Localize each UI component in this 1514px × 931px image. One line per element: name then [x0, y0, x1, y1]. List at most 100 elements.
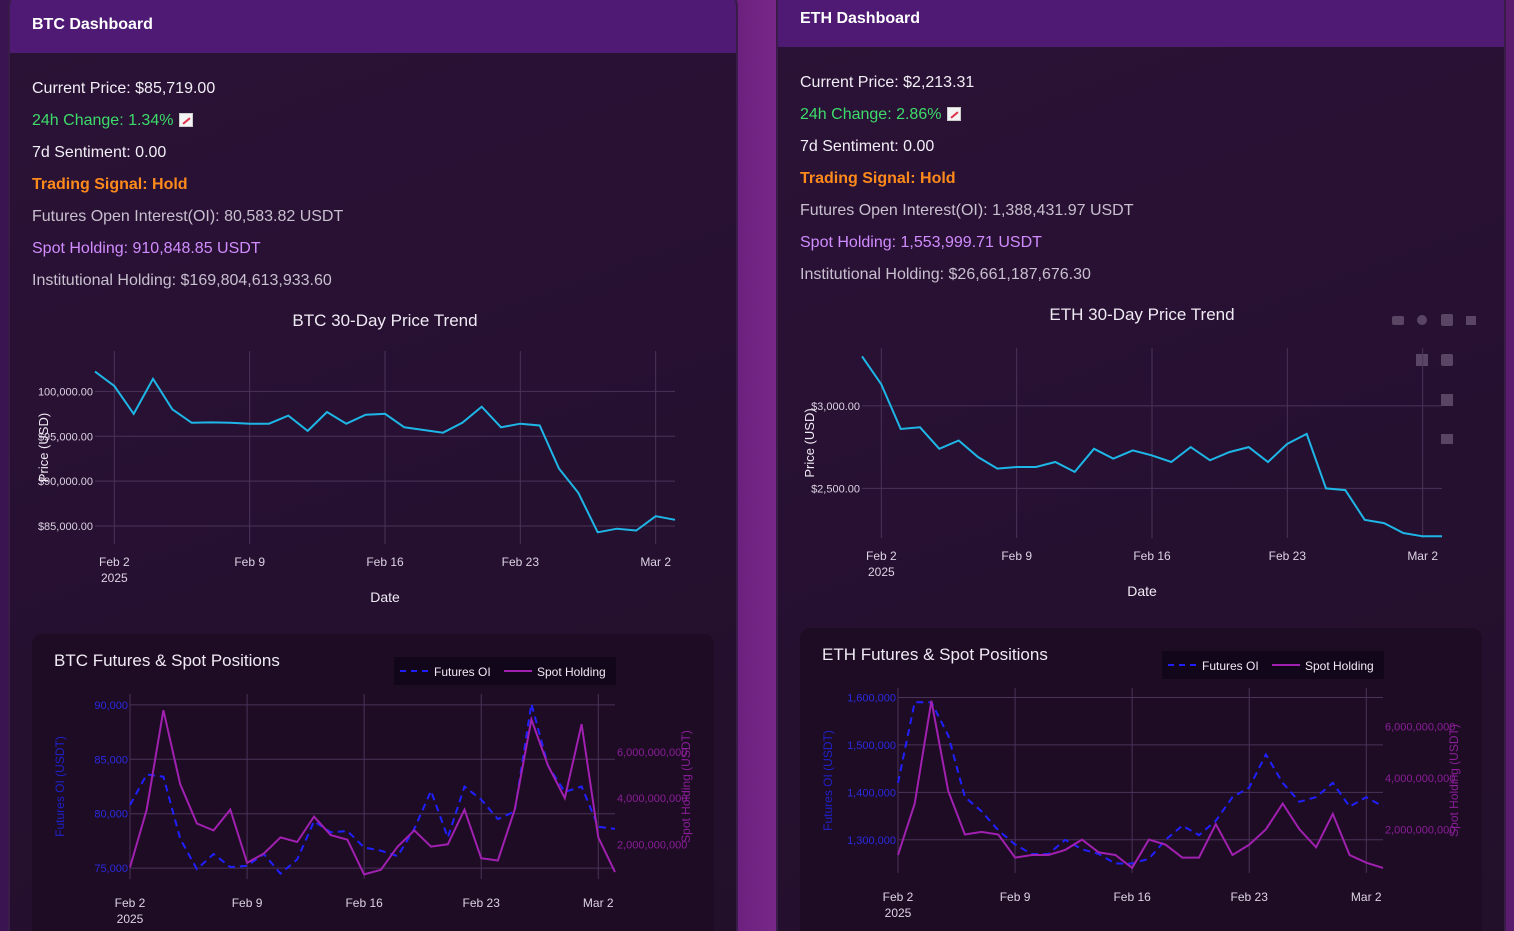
- x-tick-label: Feb 23: [463, 896, 501, 910]
- y-right-tick-label: 6,000,000,000: [617, 747, 687, 759]
- x-tick-label: Feb 2: [99, 555, 130, 569]
- x-tick-year: 2025: [117, 912, 144, 926]
- x-tick-label: Feb 16: [1133, 549, 1171, 563]
- eth-futures-oi: Futures Open Interest(OI): 1,388,431.97 …: [800, 202, 1134, 219]
- btc-info-section: Current Price: $85,719.00 24h Change: 1.…: [10, 53, 736, 297]
- x-tick-label: Feb 16: [1113, 890, 1151, 904]
- y-right-tick-label: 2,000,000,000: [617, 839, 687, 851]
- x-tick-label: Feb 2: [883, 890, 914, 904]
- y-right-tick-label: 6,000,000,000: [1385, 722, 1455, 734]
- y-tick-label: $2,500.00: [811, 483, 860, 495]
- reset-axes-icon[interactable]: [1441, 394, 1453, 406]
- y-right-tick-label: 2,000,000,000: [1385, 824, 1455, 836]
- y-tick-label: $3,000.00: [811, 401, 860, 413]
- zoom-in-icon[interactable]: [1441, 314, 1453, 326]
- x-tick-year: 2025: [868, 565, 895, 579]
- eth-spot-holding: Spot Holding: 1,553,999.71 USDT: [800, 234, 1042, 251]
- x-tick-label: Feb 9: [1000, 890, 1031, 904]
- eth-price-trend-chart[interactable]: ETH 30-Day Price Trend $2,500.00 $3,000.00…: [778, 298, 1504, 608]
- btc-dashboard-panel: BTC Dashboard Current Price: $85,719.00 …: [8, 0, 738, 931]
- btc-dashboard-header: BTC Dashboard: [10, 0, 736, 53]
- y-left-tick-label: 1,600,000: [847, 692, 896, 704]
- x-tick-label: Mar 2: [1407, 549, 1438, 563]
- btc-current-price: Current Price: $85,719.00: [32, 80, 216, 97]
- chart-title: ETH Futures & Spot Positions: [822, 645, 1048, 664]
- pan-icon[interactable]: [1416, 354, 1428, 366]
- y-axis-label: Price (USD): [802, 408, 817, 477]
- chart-modebar: [1392, 314, 1476, 444]
- zoom-icon[interactable]: [1417, 315, 1427, 325]
- chart-title: BTC Futures & Spot Positions: [54, 651, 280, 670]
- btc-trading-signal: Trading Signal: Hold: [32, 176, 188, 193]
- y-tick-label: $95,000.00: [38, 431, 93, 443]
- futures-oi-series-line: [897, 701, 1384, 865]
- eth-institutional-holding: Institutional Holding: $26,661,187,676.3…: [800, 266, 1091, 283]
- y-right-axis-label: Spot Holding (USDT): [1447, 724, 1461, 837]
- x-axis-label: Date: [370, 589, 400, 605]
- y-right-axis-label: Spot Holding (USDT): [679, 730, 693, 843]
- x-tick-label: Feb 23: [1269, 549, 1307, 563]
- y-axis-label: Price (USD): [36, 413, 51, 482]
- btc-institutional-holding: Institutional Holding: $169,804,613,933.…: [32, 272, 332, 289]
- spot-holding-series-line: [129, 709, 616, 876]
- y-right-tick-label: 4,000,000,000: [1385, 773, 1455, 785]
- eth-info-section: Current Price: $2,213.31 24h Change: 2.8…: [778, 47, 1504, 291]
- zoom-out-icon[interactable]: [1441, 354, 1453, 366]
- eth-positions-card: ETH Futures & Spot Positions Futures OI Sp…: [800, 628, 1482, 931]
- y-tick-label: 100,000.00: [38, 386, 93, 398]
- chart-increasing-icon: [947, 107, 962, 121]
- btc-price-trend-chart[interactable]: BTC 30-Day Price Trend $85,000.00 $90,000.…: [10, 304, 736, 614]
- x-tick-label: Feb 23: [502, 555, 540, 569]
- x-tick-label: Feb 9: [232, 896, 263, 910]
- eth-trading-signal: Trading Signal: Hold: [800, 170, 956, 187]
- autoscale-icon[interactable]: [1466, 316, 1476, 325]
- legend-futures-label: Futures OI: [1202, 659, 1259, 673]
- y-left-axis-label: Futures OI (USDT): [53, 736, 67, 837]
- x-tick-label: Mar 2: [583, 896, 614, 910]
- y-left-tick-label: 1,500,000: [847, 740, 896, 752]
- x-tick-year: 2025: [101, 571, 128, 585]
- y-left-tick-label: 1,400,000: [847, 787, 896, 799]
- y-left-tick-label: 1,300,000: [847, 835, 896, 847]
- x-axis-label: Date: [1127, 583, 1157, 599]
- legend-futures-label: Futures OI: [434, 665, 491, 679]
- x-tick-year: 2025: [885, 906, 912, 920]
- spot-holding-series-line: [897, 700, 1384, 870]
- btc-24h-change-text: 24h Change: 1.34%: [32, 112, 174, 129]
- eth-current-price: Current Price: $2,213.31: [800, 74, 975, 91]
- legend-spot-label: Spot Holding: [537, 665, 606, 679]
- y-left-tick-label: 80,000: [94, 809, 128, 821]
- eth-24h-change-text: 24h Change: 2.86%: [800, 106, 942, 123]
- eth-7d-sentiment: 7d Sentiment: 0.00: [800, 138, 935, 155]
- price-series-line: [94, 370, 676, 534]
- btc-24h-change: 24h Change: 1.34%: [32, 105, 736, 137]
- btc-7d-sentiment: 7d Sentiment: 0.00: [32, 144, 167, 161]
- x-tick-label: Feb 9: [234, 555, 265, 569]
- legend-spot-label: Spot Holding: [1305, 659, 1374, 673]
- y-left-tick-label: 85,000: [94, 754, 128, 766]
- chart-increasing-icon: [179, 113, 194, 127]
- eth-dashboard-panel: ETH Dashboard Current Price: $2,213.31 2…: [776, 0, 1506, 931]
- eth-positions-chart[interactable]: ETH Futures & Spot Positions Futures OI Sp…: [800, 628, 1482, 931]
- y-right-tick-label: 4,000,000,000: [617, 793, 687, 805]
- btc-spot-holding: Spot Holding: 910,848.85 USDT: [32, 240, 261, 257]
- x-tick-label: Feb 2: [115, 896, 146, 910]
- eth-dashboard-header: ETH Dashboard: [778, 0, 1504, 47]
- y-left-axis-label: Futures OI (USDT): [821, 730, 835, 831]
- y-tick-label: $90,000.00: [38, 476, 93, 488]
- price-series-line: [861, 355, 1442, 538]
- futures-oi-series-line: [129, 703, 616, 876]
- x-tick-label: Feb 9: [1001, 549, 1032, 563]
- x-tick-label: Feb 2: [866, 549, 897, 563]
- y-left-tick-label: 90,000: [94, 700, 128, 712]
- x-tick-label: Feb 23: [1231, 890, 1269, 904]
- eth-24h-change: 24h Change: 2.86%: [800, 99, 1504, 131]
- chart-title: BTC 30-Day Price Trend: [292, 311, 477, 330]
- btc-positions-card: BTC Futures & Spot Positions Futures OI Sp…: [32, 634, 714, 931]
- chart-title: ETH 30-Day Price Trend: [1049, 305, 1234, 324]
- x-tick-label: Feb 16: [345, 896, 383, 910]
- btc-positions-chart[interactable]: BTC Futures & Spot Positions Futures OI Sp…: [32, 634, 714, 931]
- camera-icon[interactable]: [1392, 316, 1404, 325]
- home-icon[interactable]: [1441, 434, 1453, 444]
- y-left-tick-label: 75,000: [94, 863, 128, 875]
